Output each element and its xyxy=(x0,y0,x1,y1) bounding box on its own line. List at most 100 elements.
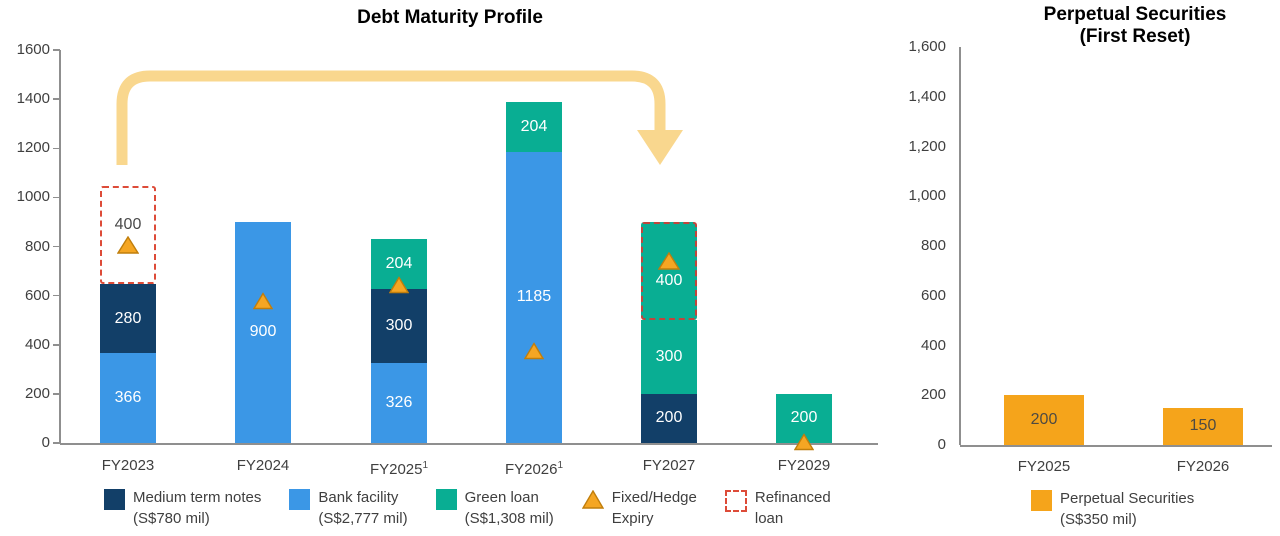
legend-label-line2: (S$780 mil) xyxy=(133,510,210,527)
x-axis-label: FY2023 xyxy=(101,457,155,474)
bar-value-label: 300 xyxy=(655,348,683,366)
footnote-marker: 1 xyxy=(422,460,429,471)
legend-label-line2: (S$2,777 mil) xyxy=(318,510,408,527)
right-y-tick-label: 0 xyxy=(937,436,946,453)
fixed-hedge-expiry-triangle-icon xyxy=(581,489,605,509)
legend-label-line2: (S$350 mil) xyxy=(1060,511,1137,528)
bar-segment-green_loan: 400 xyxy=(641,221,697,321)
left-y-tick-mark xyxy=(53,98,60,100)
left-y-tick-label: 1000 xyxy=(16,188,50,206)
left-y-tick-mark xyxy=(53,147,60,149)
bar-segment-bank_facility: 1185 xyxy=(506,151,562,443)
perpetual-title-line2: (First Reset) xyxy=(1079,26,1191,47)
bar-segment-bank_facility: 366 xyxy=(100,353,156,443)
legend-label-line2: Expiry xyxy=(611,510,654,527)
perpetual-legend: Perpetual Securities (S$350 mil) xyxy=(1031,488,1194,530)
fixed-hedge-expiry-marker xyxy=(793,432,815,450)
legend-item-4: Refinanced loan xyxy=(724,487,831,529)
x-axis-label: FY2029 xyxy=(777,457,831,474)
refinanced-loan-swatch-icon xyxy=(724,490,747,512)
debt-maturity-title: Debt Maturity Profile xyxy=(357,7,543,28)
fixed-hedge-expiry-triangle-icon xyxy=(657,252,680,270)
left-y-tick-label: 600 xyxy=(24,286,50,304)
perpetual-title: Perpetual Securities (First Reset) xyxy=(980,4,1280,48)
bar-value-label: 1185 xyxy=(516,288,552,306)
right-x-axis-line xyxy=(960,445,1272,447)
medium_term_notes-swatch-icon xyxy=(104,489,125,510)
right-y-tick-label: 800 xyxy=(920,237,946,254)
right-y-tick-label: 200 xyxy=(920,386,946,404)
legend-label: Bank facility (S$2,777 mil) xyxy=(318,487,407,529)
left-y-tick-mark xyxy=(53,49,60,51)
green_loan-swatch-icon xyxy=(435,489,457,510)
segment-content: 400 xyxy=(115,216,141,254)
legend-label-line2: loan xyxy=(754,510,784,527)
bar-value-label: 204 xyxy=(520,117,548,135)
bar-value-label: 200 xyxy=(1030,411,1058,429)
bar-value-label: 200 xyxy=(790,409,818,427)
bar-value-label: 204 xyxy=(385,255,413,273)
legend-label-line1: Refinanced xyxy=(754,489,831,506)
right-y-axis-line xyxy=(959,47,961,445)
segment-content: 400 xyxy=(656,252,682,290)
bar-value-label: 200 xyxy=(655,409,683,427)
left-y-tick-label: 1600 xyxy=(16,41,50,58)
perpetual-legend-item: Perpetual Securities (S$350 mil) xyxy=(1031,488,1194,530)
legend-label-line1: Fixed/Hedge xyxy=(611,489,697,506)
bar-segment-refinanced_empty: 400 xyxy=(100,186,156,285)
perpetual-swatch-icon xyxy=(1031,490,1052,511)
bar-segment-perpetual: 150 xyxy=(1163,407,1243,445)
fixed-hedge-expiry-triangle-icon xyxy=(116,236,139,254)
left-y-tick-mark xyxy=(53,344,60,346)
bar-segment-medium_term_notes: 200 xyxy=(641,393,697,443)
bar-segment-bank_facility: 326 xyxy=(371,362,427,443)
left-x-axis-line xyxy=(60,443,878,445)
x-axis-label: FY2026 xyxy=(1176,458,1230,475)
legend-label: Perpetual Securities (S$350 mil) xyxy=(1060,488,1194,530)
legend-item-2: Green loan (S$1,308 mil) xyxy=(435,487,554,529)
left-y-tick-mark xyxy=(53,245,60,248)
x-axis-label: FY20261 xyxy=(504,460,564,478)
footnote-marker: 1 xyxy=(557,460,564,471)
bar-segment-perpetual: 200 xyxy=(1004,395,1084,445)
legend-label-line1: Bank facility xyxy=(318,489,399,506)
legend-label-line1: Medium term notes xyxy=(133,489,262,506)
fixed-hedge-expiry-marker xyxy=(523,342,545,360)
debt-maturity-legend: Medium term notes (S$780 mil) Bank facilit… xyxy=(104,487,831,529)
bar-segment-bank_facility: 900 xyxy=(235,221,291,443)
fixed-hedge-expiry-marker xyxy=(252,291,274,309)
x-axis-label: FY2025 xyxy=(1017,458,1071,475)
bar-segment-medium_term_notes: 280 xyxy=(100,284,156,354)
bar-value-label: 900 xyxy=(249,323,277,341)
legend-label-line2: (S$1,308 mil) xyxy=(464,510,554,527)
bar-segment-medium_term_notes: 300 xyxy=(371,289,427,363)
legend-label: Medium term notes (S$780 mil) xyxy=(133,487,261,529)
left-y-tick-label: 400 xyxy=(24,335,50,353)
left-y-tick-label: 200 xyxy=(24,384,50,402)
left-y-tick-label: 800 xyxy=(24,237,50,255)
left-y-tick-mark xyxy=(53,196,60,199)
left-y-tick-mark xyxy=(53,294,60,297)
right-y-tick-label: 600 xyxy=(920,286,946,304)
x-axis-label: FY20251 xyxy=(369,460,429,478)
left-y-tick-mark xyxy=(53,442,60,444)
bar-segment-green_loan: 300 xyxy=(641,320,697,394)
legend-label: Refinanced loan xyxy=(755,487,831,529)
legend-item-3: Fixed/Hedge Expiry xyxy=(581,487,697,529)
right-y-tick-label: 1,200 xyxy=(908,137,946,155)
bar-value-label: 326 xyxy=(385,393,413,411)
bar-value-label: 300 xyxy=(385,317,413,335)
perpetual-title-line1: Perpetual Securities xyxy=(1043,4,1227,25)
bar-segment-green_loan: 204 xyxy=(506,101,562,152)
left-y-tick-label: 1400 xyxy=(16,90,50,108)
legend-item-1: Bank facility (S$2,777 mil) xyxy=(289,487,408,529)
right-y-tick-label: 400 xyxy=(920,336,946,354)
legend-label-line1: Green loan xyxy=(464,489,539,506)
left-y-tick-label: 0 xyxy=(41,434,50,451)
x-axis-label: FY2027 xyxy=(642,457,696,474)
legend-label: Green loan (S$1,308 mil) xyxy=(465,487,554,529)
bar-value-label: 366 xyxy=(114,389,142,407)
bank_facility-swatch-icon xyxy=(289,489,311,510)
legend-label: Fixed/Hedge Expiry xyxy=(612,487,697,529)
